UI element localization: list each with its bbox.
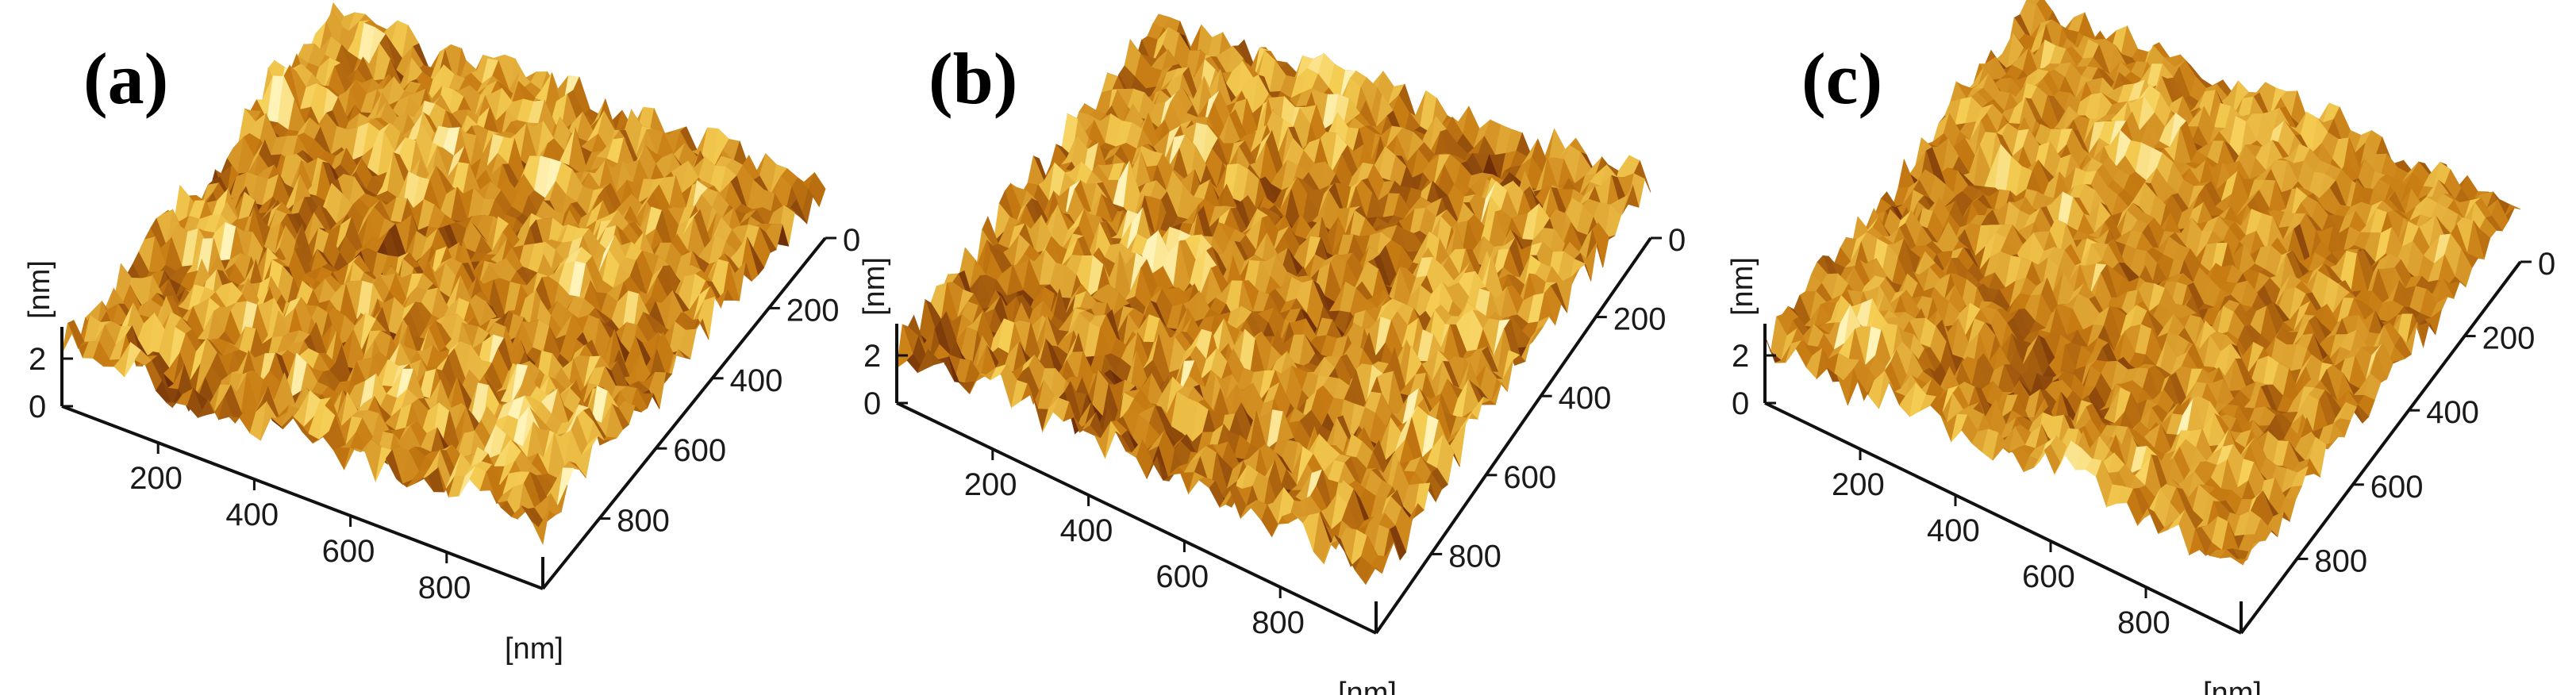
y-tick-a-400: 400 [730,363,783,398]
y-tick-b-0: 0 [1668,223,1686,258]
panel-b: (b) [nm] 0 2 200 400 600 800 0 200 400 6… [858,13,1686,695]
x-axis-unit-b: [nm] [1338,677,1397,695]
panel-label-b: (b) [929,38,1017,119]
z-tick-a-2: 2 [29,342,46,377]
x-tick-a-800: 800 [418,570,471,605]
y-tick-b-400: 400 [1559,381,1612,416]
x-axis-unit-a: [nm] [505,632,563,666]
y-tick-b-600: 600 [1503,460,1556,495]
panel-a: (a) [nm] 0 2 200 400 600 800 0 200 400 6… [23,2,860,666]
y-tick-b-200: 200 [1613,302,1667,337]
z-tick-a-0: 0 [29,390,46,424]
z-tick-b-0: 0 [863,386,881,421]
panel-c: (c) [nm] 0 2 200 400 600 800 0 200 400 6… [1726,0,2555,695]
y-tick-b-800: 800 [1448,539,1501,574]
x-tick-a-400: 400 [225,497,279,532]
y-tick-a-800: 800 [617,504,670,539]
panel-label-a: (a) [83,38,168,119]
y-tick-a-200: 200 [786,293,840,328]
z-axis-unit-b: [nm] [858,257,891,316]
z-axis-unit-a: [nm] [23,260,56,319]
x-tick-b-600: 600 [1155,559,1209,594]
x-tick-a-200: 200 [129,461,183,496]
x-tick-b-400: 400 [1060,513,1113,548]
z-tick-b-2: 2 [863,339,881,374]
x-tick-b-200: 200 [964,467,1017,502]
x-tick-b-800: 800 [1251,605,1305,640]
y-tick-a-600: 600 [673,433,726,468]
surface-a [61,2,826,546]
x-tick-a-600: 600 [322,534,375,569]
y-tick-a-0: 0 [843,223,860,258]
